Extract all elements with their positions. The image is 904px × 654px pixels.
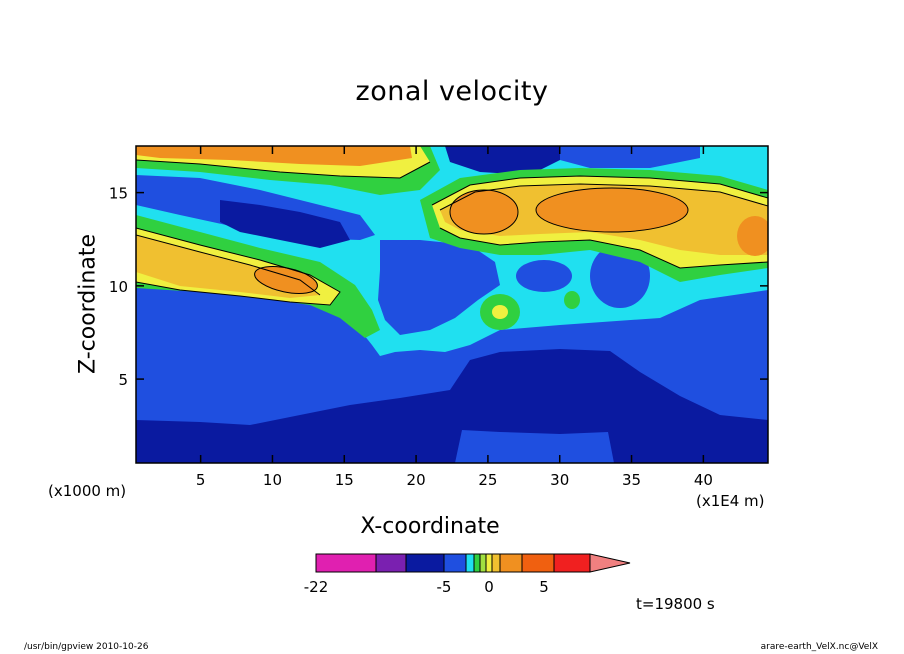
contour-region-small-green-b <box>564 291 580 309</box>
colorbar-extend-cap <box>589 553 631 573</box>
contour-region-pos-left-core <box>254 266 318 294</box>
y-tick-label-0: 5 <box>118 371 128 389</box>
contour-region-jet-core-b <box>536 188 688 232</box>
footer-right: arare-earth_VelX.nc@VelX <box>760 642 878 652</box>
x-tick-label-1: 10 <box>263 471 282 489</box>
footer-left: /usr/bin/gpview 2010-10-26 <box>24 642 149 652</box>
colorbar-swatch-6 <box>479 553 487 573</box>
y-tick-label-1: 10 <box>109 278 128 296</box>
plot-frame <box>135 145 769 464</box>
x-axis: 5 10 15 20 25 30 35 40 <box>196 146 713 489</box>
contour-region-top-center-navy <box>445 146 560 175</box>
colorbar: -22 -5 0 5 <box>304 553 631 596</box>
contour-region-jet-core-c <box>737 216 768 256</box>
contour-region-small-yellow <box>492 305 508 319</box>
contour-region-top-orange <box>136 146 412 166</box>
contour-region-upper-blue <box>378 240 500 335</box>
y-tick-label-2: 15 <box>109 185 128 203</box>
x-tick-label-0: 5 <box>196 471 206 489</box>
contour-region-navy-core-left <box>220 200 350 248</box>
contour-region-top-center-navy-b <box>560 146 700 168</box>
x-unit-right-label: (x1E4 m) <box>696 492 765 510</box>
colorbar-swatch-9 <box>499 553 523 573</box>
colorbar-label-1: -5 <box>437 578 452 596</box>
y-axis-label: Z-coordinate <box>75 234 101 374</box>
x-tick-label-2: 15 <box>335 471 354 489</box>
colorbar-label-0: -22 <box>304 578 329 596</box>
colorbar-swatch-10 <box>521 553 555 573</box>
contour-lines <box>136 159 768 306</box>
colorbar-swatch-7 <box>485 553 493 573</box>
x-tick-label-4: 25 <box>478 471 497 489</box>
colorbar-swatch-0 <box>315 553 377 573</box>
colorbar-swatch-8 <box>491 553 501 573</box>
colorbar-label-3: 5 <box>539 578 549 596</box>
colorbar-swatch-4 <box>465 553 475 573</box>
colorbar-label-2: 0 <box>484 578 494 596</box>
x-tick-label-5: 30 <box>550 471 569 489</box>
contour-region-lower-blue <box>455 430 614 463</box>
x-tick-label-7: 40 <box>694 471 713 489</box>
colorbar-swatch-5 <box>473 553 481 573</box>
contour-fill <box>136 146 768 463</box>
colorbar-swatch-3 <box>443 553 467 573</box>
y-axis: 5 10 15 <box>109 185 768 389</box>
x-tick-label-3: 20 <box>407 471 426 489</box>
colorbar-swatch-11 <box>553 553 591 573</box>
colorbar-swatch-1 <box>375 553 407 573</box>
x-unit-left-label: (x1000 m) <box>48 482 127 500</box>
contour-region-lower-navy <box>136 349 768 463</box>
colorbar-swatch-2 <box>405 553 445 573</box>
x-axis-label: X-coordinate <box>360 514 500 539</box>
contour-region-jet-core-a <box>450 190 518 234</box>
x-tick-label-6: 35 <box>622 471 641 489</box>
chart-title: zonal velocity <box>355 76 549 107</box>
contour-region-blob-a <box>516 260 572 292</box>
time-label: t=19800 s <box>636 595 715 613</box>
